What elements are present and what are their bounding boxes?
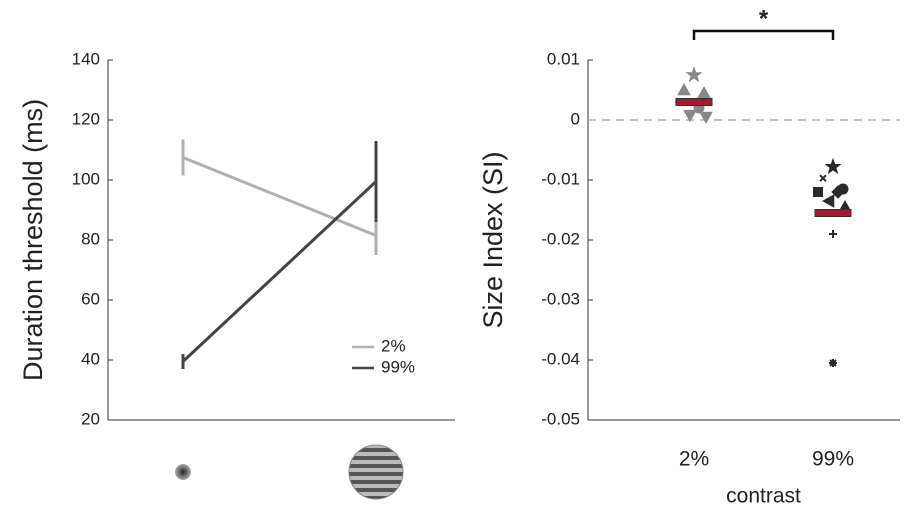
data-point (829, 359, 837, 367)
significance-bracket (694, 31, 833, 40)
y-tick-label: -0.05 (541, 409, 580, 428)
y-tick-label: 120 (72, 109, 100, 128)
data-point (678, 84, 690, 95)
small-stimulus-icon (175, 464, 191, 480)
x-axis-label: contrast (726, 485, 801, 508)
y-tick-label: 20 (81, 409, 100, 428)
data-point (820, 175, 826, 181)
y-tick-label: -0.01 (541, 169, 580, 188)
mean-bar (815, 210, 851, 217)
data-point (829, 230, 837, 238)
y-tick-label: 80 (81, 229, 100, 248)
y-tick-label: -0.02 (541, 229, 580, 248)
data-point (698, 87, 710, 98)
data-point (684, 110, 696, 121)
x-tick-label: 99% (812, 448, 854, 471)
y-axis-label: Duration threshold (ms) (18, 99, 48, 381)
y-tick-label: 60 (81, 289, 100, 308)
data-point (814, 188, 823, 197)
y-tick-label: 0 (571, 109, 580, 128)
y-tick-label: -0.04 (541, 349, 580, 368)
y-tick-label: 0.01 (547, 49, 580, 68)
series-line (183, 158, 376, 236)
mean-bar (676, 99, 712, 106)
data-point (826, 159, 840, 173)
data-point (823, 195, 834, 207)
data-point (687, 68, 701, 82)
legend-label: 2% (381, 336, 406, 355)
x-tick-label: 2% (679, 448, 709, 471)
large-stimulus-icon (349, 445, 403, 499)
series-line (183, 182, 376, 362)
legend-label: 99% (381, 357, 415, 376)
significance-label: * (759, 5, 769, 32)
y-tick-label: -0.03 (541, 289, 580, 308)
y-axis-label: Size Index (SI) (478, 151, 508, 328)
y-tick-label: 40 (81, 349, 100, 368)
y-tick-label: 140 (72, 49, 100, 68)
y-tick-label: 100 (72, 169, 100, 188)
data-point (700, 112, 712, 123)
figure: 20 40 60 80 100 120 140 Duration threshold (ms)… (0, 0, 907, 511)
